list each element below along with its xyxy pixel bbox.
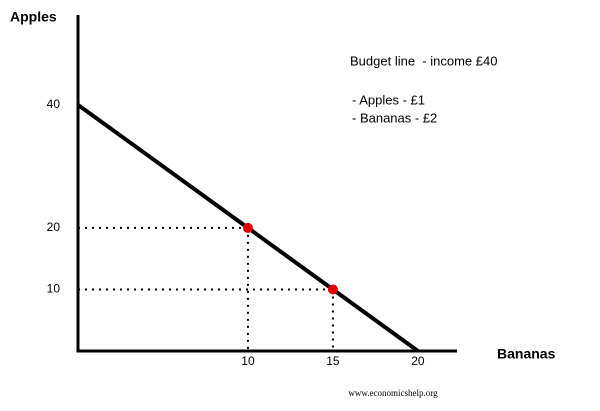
source: www.economicshelp.org — [348, 388, 438, 398]
y-tick-label: 10 — [47, 282, 61, 296]
annotation: - Apples - £1 — [352, 92, 425, 107]
point — [242, 222, 253, 233]
point — [327, 284, 338, 295]
x-tick-label: 20 — [411, 354, 425, 368]
x-axis-label: Bananas — [497, 346, 556, 362]
annotation: Budget line - income £40 — [350, 53, 497, 68]
x-tick-label: 15 — [326, 354, 340, 368]
y-tick-label: 40 — [47, 97, 61, 111]
y-tick-label: 20 — [47, 220, 61, 234]
y-axis-label: Apples — [10, 9, 57, 25]
x-tick-label: 10 — [241, 354, 255, 368]
annotation: - Bananas - £2 — [352, 110, 437, 125]
